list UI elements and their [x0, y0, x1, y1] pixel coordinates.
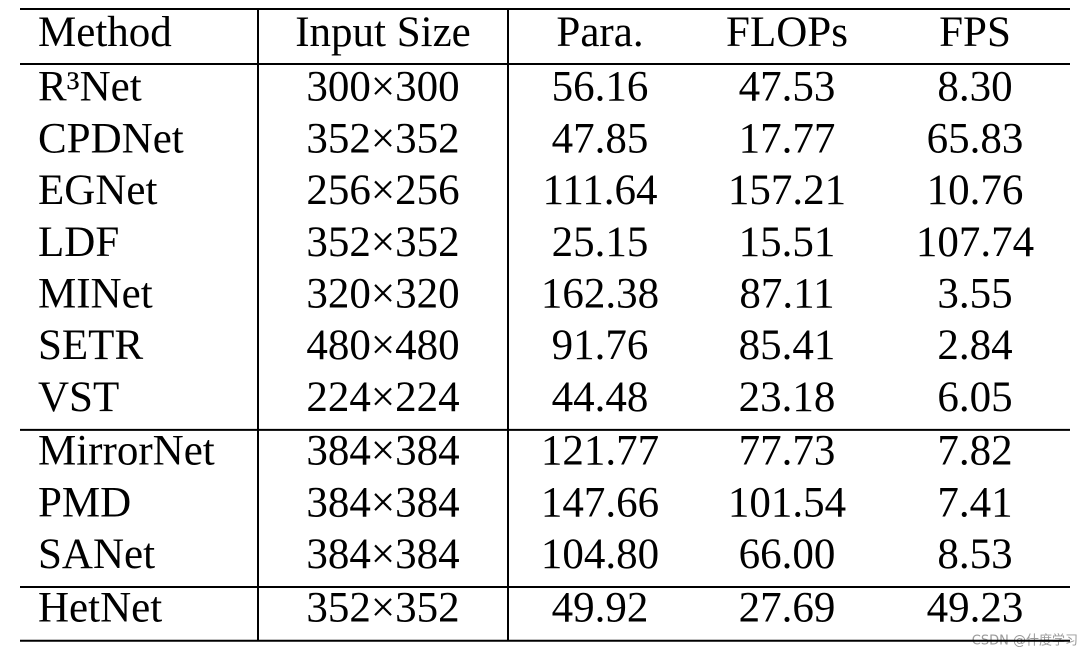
- value-cell: 47.85: [552, 115, 649, 162]
- value-cell: 352×352: [306, 115, 459, 162]
- value-cell: 384×384: [306, 479, 459, 526]
- header-cell: FLOPs: [726, 9, 848, 56]
- method-cell: SETR: [38, 322, 143, 369]
- value-cell: 49.23: [927, 585, 1024, 632]
- value-cell: 6.05: [937, 374, 1012, 421]
- value-cell: 111.64: [542, 167, 657, 214]
- value-cell: 8.53: [937, 531, 1012, 578]
- value-cell: 256×256: [306, 167, 459, 214]
- header-cell: FPS: [939, 9, 1011, 56]
- value-cell: 224×224: [306, 374, 459, 421]
- value-cell: 7.41: [937, 479, 1012, 526]
- value-cell: 91.76: [552, 322, 649, 369]
- method-cell: CPDNet: [38, 115, 184, 162]
- value-cell: 2.84: [937, 322, 1012, 369]
- value-cell: 300×300: [306, 64, 459, 111]
- method-cell: MINet: [38, 271, 153, 318]
- value-cell: 121.77: [541, 428, 659, 475]
- value-cell: 10.76: [927, 167, 1024, 214]
- value-cell: 480×480: [306, 322, 459, 369]
- method-cell: LDF: [38, 219, 119, 266]
- method-cell: VST: [38, 374, 119, 421]
- method-cell: R³Net: [38, 64, 142, 111]
- method-cell: MirrorNet: [38, 428, 215, 475]
- header-cell: Method: [38, 9, 172, 56]
- value-cell: 3.55: [937, 271, 1012, 318]
- value-cell: 87.11: [739, 271, 834, 318]
- value-cell: 44.48: [552, 374, 649, 421]
- method-cell: HetNet: [38, 585, 162, 632]
- value-cell: 384×384: [306, 531, 459, 578]
- value-cell: 157.21: [728, 167, 846, 214]
- header-cell: Para.: [556, 9, 643, 56]
- value-cell: 101.54: [728, 479, 846, 526]
- method-cell: SANet: [38, 531, 155, 578]
- method-cell: PMD: [38, 479, 131, 526]
- header-cell: Input Size: [295, 9, 471, 56]
- value-cell: 77.73: [739, 428, 836, 475]
- value-cell: 56.16: [552, 64, 649, 111]
- value-cell: 352×352: [306, 219, 459, 266]
- value-cell: 49.92: [552, 585, 649, 632]
- value-cell: 147.66: [541, 479, 659, 526]
- value-cell: 27.69: [739, 585, 836, 632]
- value-cell: 107.74: [916, 219, 1034, 266]
- value-cell: 8.30: [937, 64, 1012, 111]
- value-cell: 85.41: [739, 322, 836, 369]
- value-cell: 162.38: [541, 271, 659, 318]
- value-cell: 352×352: [306, 585, 459, 632]
- method-cell: EGNet: [38, 167, 157, 214]
- value-cell: 47.53: [739, 64, 836, 111]
- value-cell: 25.15: [552, 219, 649, 266]
- value-cell: 7.82: [937, 428, 1012, 475]
- value-cell: 384×384: [306, 428, 459, 475]
- value-cell: 104.80: [541, 531, 659, 578]
- value-cell: 23.18: [739, 374, 836, 421]
- value-cell: 17.77: [739, 115, 836, 162]
- value-cell: 15.51: [739, 219, 836, 266]
- value-cell: 320×320: [306, 271, 459, 318]
- value-cell: 65.83: [927, 115, 1024, 162]
- value-cell: 66.00: [739, 531, 836, 578]
